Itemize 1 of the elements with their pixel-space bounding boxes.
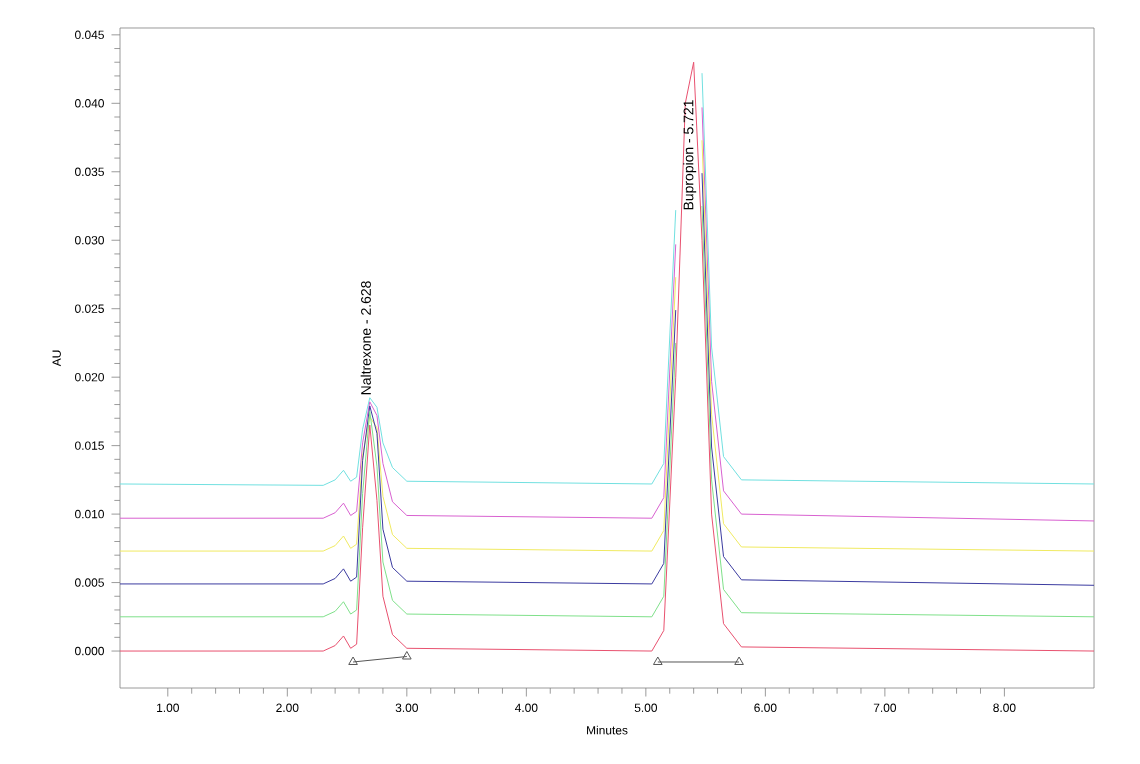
line-series	[120, 61, 1095, 652]
